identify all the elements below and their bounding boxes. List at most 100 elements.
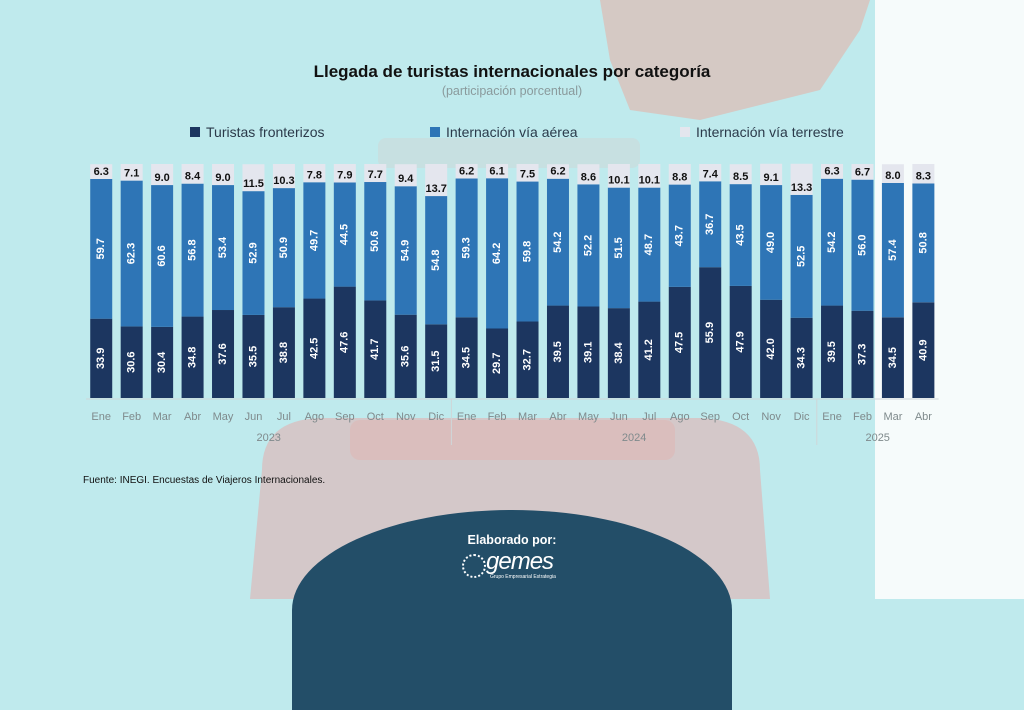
data-label: 56.0	[856, 234, 868, 255]
data-label: 52.5	[795, 246, 807, 267]
data-label: 13.3	[791, 182, 812, 194]
data-label: 6.2	[550, 166, 565, 178]
bar-segment	[212, 185, 235, 311]
bar-segment	[821, 305, 844, 398]
data-label: 42.0	[765, 338, 777, 359]
bar-segment	[303, 164, 326, 183]
bar-segment	[607, 187, 630, 309]
legend-swatch-fronterizos	[190, 127, 200, 137]
bar-segment	[303, 298, 326, 398]
bar-segment	[790, 317, 813, 398]
bar-segment	[364, 300, 387, 398]
bar-segment	[272, 188, 295, 308]
data-label: 57.4	[887, 239, 899, 261]
bar-segment	[607, 308, 630, 398]
data-label: 8.6	[581, 171, 596, 183]
legend-item-fronterizos: Turistas fronterizos	[190, 124, 325, 140]
bar-segment	[486, 164, 509, 179]
data-label: 34.8	[186, 347, 198, 368]
legend-swatch-aerea	[430, 127, 440, 137]
bar-segment	[212, 310, 235, 398]
legend-item-aerea: Internación vía aérea	[430, 124, 578, 140]
bar-segment	[333, 182, 356, 287]
data-label: 59.8	[521, 241, 533, 262]
data-label: 47.9	[735, 331, 747, 352]
x-tick-label: Abr	[549, 411, 566, 423]
x-tick-label: Feb	[122, 411, 141, 423]
bar-segment	[394, 164, 417, 187]
x-tick-label: Abr	[915, 411, 932, 423]
bar-segment	[912, 302, 935, 398]
x-tick-label: Feb	[488, 411, 507, 423]
data-label: 60.6	[156, 245, 168, 266]
year-label: 2023	[256, 432, 280, 444]
bar-segment	[90, 164, 113, 179]
bar-segment	[333, 164, 356, 183]
bar-segment	[242, 191, 265, 315]
chart-subtitle: (participación porcentual)	[441, 84, 583, 98]
data-label: 6.7	[855, 167, 870, 179]
data-label: 50.9	[278, 237, 290, 258]
bar-segment	[333, 286, 356, 398]
data-label: 10.3	[273, 175, 294, 187]
bar-segment	[851, 179, 874, 311]
bar-segment	[516, 181, 539, 322]
x-tick-label: May	[578, 411, 599, 423]
x-tick-label: Sep	[335, 411, 355, 423]
bar-segment	[760, 299, 783, 398]
data-label: 59.7	[95, 238, 107, 259]
bar-segment	[638, 164, 661, 188]
x-tick-label: Ago	[670, 411, 690, 423]
year-label: 2025	[865, 432, 889, 444]
data-label: 9.4	[398, 173, 414, 185]
data-label: 36.7	[704, 214, 716, 235]
data-label: 7.4	[703, 168, 719, 180]
data-label: 9.1	[763, 172, 778, 184]
bar-segment	[272, 164, 295, 189]
bar-segment	[699, 267, 722, 398]
bar-segment	[120, 180, 143, 327]
bar-segment	[364, 182, 387, 301]
bar-segment	[242, 164, 265, 192]
data-label: 35.6	[400, 346, 412, 367]
logo-subtext: Grupo Empresarial Estrategia	[490, 574, 556, 580]
bar-segment	[516, 164, 539, 182]
data-label: 6.3	[94, 166, 109, 178]
data-label: 38.4	[613, 341, 625, 363]
bar-segment	[821, 164, 844, 179]
data-label: 62.3	[126, 243, 138, 264]
x-tick-label: Mar	[153, 411, 172, 423]
data-label: 32.7	[521, 349, 533, 370]
x-tick-label: Ene	[457, 411, 477, 423]
x-tick-label: Mar	[518, 411, 537, 423]
bar-segment	[516, 321, 539, 398]
data-label: 47.6	[339, 332, 351, 353]
bar-segment	[90, 318, 113, 398]
bar-segment	[455, 317, 478, 398]
legend-swatch-terrestre	[680, 127, 690, 137]
bar-segment	[668, 164, 691, 185]
data-label: 37.6	[217, 343, 229, 364]
x-tick-label: Nov	[761, 411, 781, 423]
x-tick-label: Jul	[277, 411, 291, 423]
bar-segment	[425, 324, 448, 398]
x-tick-label: Jul	[642, 411, 656, 423]
data-label: 39.1	[582, 342, 594, 363]
logo-text: gemes	[486, 548, 554, 575]
data-label: 7.1	[124, 168, 139, 180]
bar-segment	[425, 196, 448, 325]
legend-item-terrestre: Internación vía terrestre	[680, 124, 844, 140]
bar-segment	[181, 164, 204, 184]
bar-segment	[577, 306, 600, 398]
data-label: 9.0	[215, 172, 230, 184]
bar-segment	[729, 285, 752, 398]
data-label: 48.7	[643, 234, 655, 255]
bar-segment	[242, 314, 265, 398]
data-label: 40.9	[917, 339, 929, 360]
legend-label: Turistas fronterizos	[206, 124, 325, 140]
data-label: 54.2	[826, 231, 838, 252]
logo-ring-icon	[462, 554, 486, 578]
data-label: 50.8	[917, 232, 929, 253]
bar-segment	[912, 164, 935, 184]
bar-segment	[699, 164, 722, 182]
